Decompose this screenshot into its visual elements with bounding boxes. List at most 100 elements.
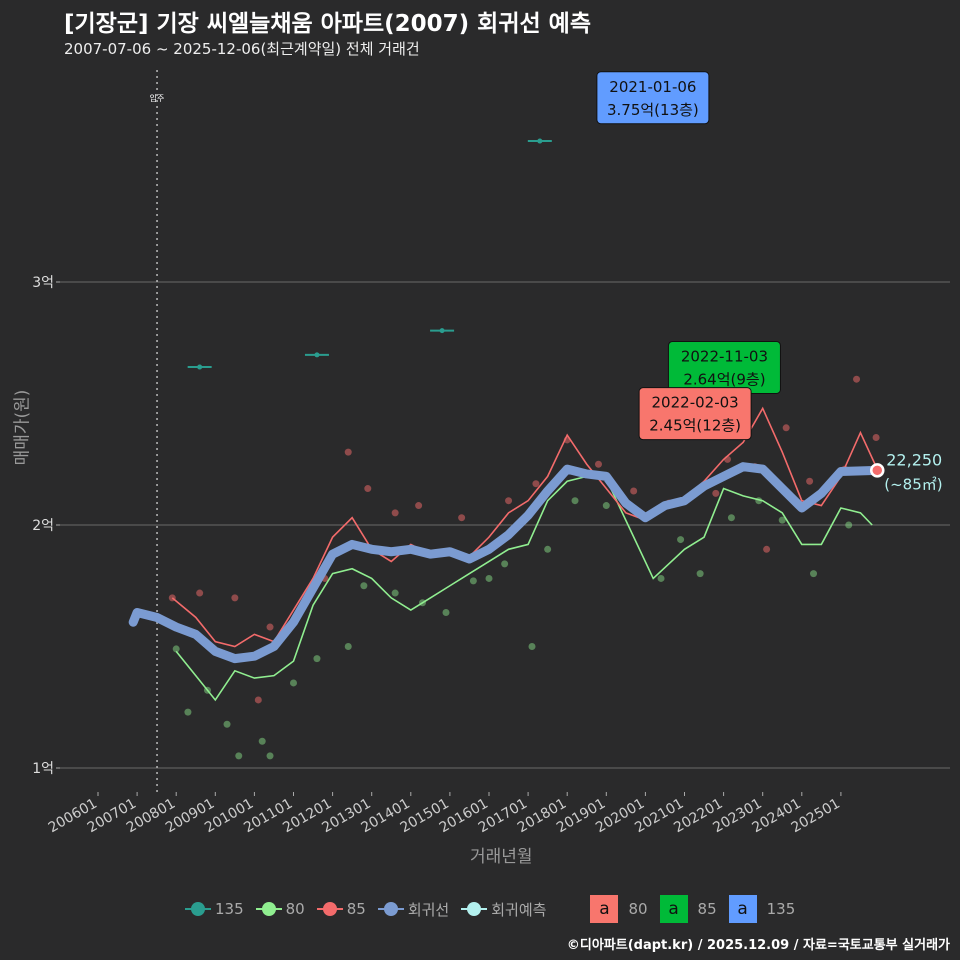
point-80 [677,536,685,544]
legend-box-key: a [659,895,688,923]
point-85 [391,509,399,517]
point-85 [806,477,814,485]
series-line-80 [175,475,873,702]
series-line-85 [171,406,878,648]
annotation-box [596,71,710,125]
legend-key-icon [316,902,343,916]
legend-label: 85 [697,900,717,918]
legend-box-80: a 80 [590,895,648,923]
legend-item-regression: 회귀선 [377,899,450,920]
prediction-area: (~85㎡) [884,475,942,493]
point-85 [763,545,771,553]
point-80 [696,570,704,578]
annotation-date: 2022-02-03 [652,394,739,412]
point-85 [254,696,262,704]
point-80 [810,570,818,578]
point-80 [360,582,368,590]
legend-box-key: a [728,895,757,923]
legend-item-prediction: 회귀예측 [461,899,546,920]
annotation-box [638,387,752,441]
point-135 [197,364,203,370]
point-85 [532,480,540,488]
annotation-label: 2022-02-03 2.45억(12층) [638,387,752,441]
legend-label: 135 [215,900,244,918]
prediction-value: 22,250 [886,450,942,469]
y-tick-label: 1억 [32,761,54,777]
legend-label: 85 [346,900,366,918]
point-80 [172,645,180,653]
point-80 [571,497,579,505]
legend-box-85: a 85 [659,895,717,923]
point-80 [501,560,509,568]
point-85 [505,497,513,505]
chart-title: [기장군] 기장 씨엘늘채움 아파트(2007) 회귀선 예측 [64,11,591,37]
chart-subtitle: 2007-07-06 ~ 2025-12-06(최근계약일) 전체 거래건 [64,40,420,58]
legend-key-icon [377,902,404,916]
point-80 [235,752,243,760]
point-85 [266,623,274,631]
point-80 [727,514,735,522]
y-axis-label: 매매가(원) [12,389,33,466]
legend: 135 80 85 회귀선 회귀예측 a 80 a 85 a 135 [185,895,807,923]
point-85 [231,594,239,602]
point-85 [782,424,790,432]
legend-key-icon [255,902,282,916]
annotation-label: 2022-11-03 2.64억(9층) [667,340,781,394]
legend-box-key: a [590,895,619,923]
point-80 [391,589,399,597]
legend-label: 80 [628,900,648,918]
point-135 [439,328,445,334]
legend-label: 회귀예측 [491,900,547,919]
point-85 [458,514,466,522]
point-85 [364,485,372,493]
point-80 [266,752,274,760]
point-80 [258,737,266,745]
point-85 [712,489,720,497]
point-85 [872,434,880,442]
legend-label: 회귀선 [407,900,450,919]
point-85 [630,487,638,495]
point-80 [184,708,192,716]
point-80 [223,720,231,728]
legend-key-icon [461,902,488,916]
point-80 [469,577,477,585]
y-tick-label: 2억 [32,518,54,534]
point-85 [415,502,423,510]
point-80 [442,608,450,616]
point-80 [845,521,853,529]
point-80 [344,643,352,650]
annotation-label: 2021-01-06 3.75억(13층) [596,71,710,125]
annotation-date: 2021-01-06 [609,78,696,96]
point-80 [485,574,493,582]
annotation-value: 2.45억(12층) [649,417,741,435]
legend-item-80: 80 [255,900,305,918]
legend-box-135: a 135 [728,895,796,923]
point-85 [344,448,352,456]
source-credit: ©디아파트(dapt.kr) / 2025.12.09 / 자료=국토교통부 실… [566,938,950,953]
point-135 [537,138,543,144]
point-85 [853,375,861,383]
legend-key-icon [185,902,211,916]
annotation-value: 3.75억(13층) [607,101,699,119]
regression-line [128,462,882,664]
y-tick-label: 3억 [32,275,54,291]
point-85 [196,589,204,597]
point-85 [594,460,602,468]
point-80 [544,545,552,553]
point-80 [528,643,536,650]
annotation-date: 2022-11-03 [681,347,768,365]
legend-label: 135 [766,900,796,918]
annotation-value: 2.64억(9층) [683,370,765,388]
legend-label: 80 [285,900,305,918]
x-axis-label: 거래년월 [470,847,533,867]
point-80 [602,502,610,510]
point-80 [290,679,297,687]
point-80 [657,574,665,582]
legend-item-135: 135 [185,900,244,918]
legend-item-85: 85 [316,900,366,918]
prediction-marker [870,463,885,478]
move-in-label: 입주 [150,94,165,103]
point-80 [313,655,321,663]
point-80 [778,516,786,524]
